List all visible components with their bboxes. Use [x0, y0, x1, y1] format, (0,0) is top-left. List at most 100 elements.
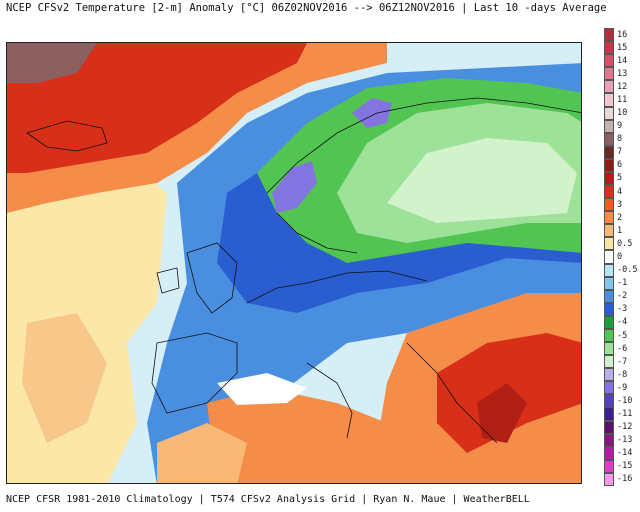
legend-label: 14 — [617, 55, 628, 66]
legend-entry: -3 — [604, 302, 638, 316]
legend-swatch — [604, 93, 614, 107]
legend-label: -13 — [617, 435, 633, 446]
legend-label: 3 — [617, 199, 623, 210]
legend-label: 9 — [617, 121, 623, 132]
legend-label: 11 — [617, 94, 628, 105]
legend-label: -5 — [617, 330, 628, 341]
legend-swatch — [604, 106, 614, 120]
legend-label: 16 — [617, 29, 628, 40]
legend-swatch — [604, 394, 614, 408]
legend-label: 10 — [617, 108, 628, 119]
legend-entry: 2 — [604, 211, 638, 225]
legend-entry: 10 — [604, 106, 638, 120]
legend-entry: -16 — [604, 472, 638, 486]
legend-label: 8 — [617, 134, 623, 145]
legend-label: 1 — [617, 225, 623, 236]
legend-swatch — [604, 54, 614, 68]
legend-label: 15 — [617, 42, 628, 53]
south-france-neutral — [217, 373, 307, 405]
legend-label: 4 — [617, 186, 623, 197]
legend-entry: 3 — [604, 198, 638, 212]
legend-label: -15 — [617, 461, 633, 472]
legend-entry: 8 — [604, 132, 638, 146]
legend-label: 6 — [617, 160, 623, 171]
legend-entry: 14 — [604, 54, 638, 68]
legend-label: -6 — [617, 343, 628, 354]
legend-label: -11 — [617, 409, 633, 420]
coastlines — [26, 97, 581, 444]
legend-entry: 1 — [604, 224, 638, 238]
legend-swatch — [604, 211, 614, 225]
legend-label: -10 — [617, 395, 633, 406]
legend-swatch — [604, 263, 614, 277]
legend-entry: 0 — [604, 250, 638, 264]
legend-entry: 16 — [604, 28, 638, 42]
legend-swatch — [604, 381, 614, 395]
greece-warm-core — [477, 383, 527, 443]
anomaly-map — [6, 42, 582, 484]
legend-label: -2 — [617, 291, 628, 302]
legend-swatch — [604, 250, 614, 264]
legend-label: 0.5 — [617, 238, 633, 249]
legend-entry: -2 — [604, 289, 638, 303]
legend-swatch — [604, 355, 614, 369]
legend-entry: 11 — [604, 93, 638, 107]
legend-swatch — [604, 459, 614, 473]
anomaly-map-svg — [7, 43, 581, 483]
legend-label: -16 — [617, 474, 633, 485]
legend-entry: -13 — [604, 433, 638, 447]
legend-entry: 5 — [604, 171, 638, 186]
legend-swatch — [604, 185, 614, 199]
legend-label: -3 — [617, 304, 628, 315]
legend-label: -8 — [617, 369, 628, 380]
legend-entry: -15 — [604, 459, 638, 473]
legend-label: -1 — [617, 278, 628, 289]
legend-swatch — [604, 472, 614, 486]
legend-swatch — [604, 420, 614, 434]
legend-swatch — [604, 119, 614, 133]
north-warm-core — [7, 43, 307, 173]
legend-swatch — [604, 132, 614, 146]
chart-title: NCEP CFSv2 Temperature [2-m] Anomaly [°C… — [6, 2, 607, 14]
legend-entry: -8 — [604, 368, 638, 382]
legend-label: -7 — [617, 356, 628, 367]
atlantic-warm-core — [22, 313, 107, 443]
legend-entry: -5 — [604, 328, 638, 343]
legend-label: 5 — [617, 173, 623, 184]
legend-swatch — [604, 145, 614, 159]
norway-cold-spot — [272, 161, 317, 213]
legend-entry: -1 — [604, 276, 638, 290]
legend-swatch — [604, 237, 614, 251]
legend-entry: -9 — [604, 381, 638, 395]
legend-entry: -11 — [604, 407, 638, 421]
legend-entry: 7 — [604, 145, 638, 159]
legend-entry: -6 — [604, 342, 638, 356]
legend-swatch — [604, 368, 614, 382]
finland-anomaly — [387, 138, 577, 223]
legend-label: -4 — [617, 317, 628, 328]
legend-entry: 9 — [604, 119, 638, 133]
legend-entry: 12 — [604, 80, 638, 94]
legend-entry: 6 — [604, 158, 638, 172]
legend-swatch — [604, 342, 614, 356]
legend-swatch — [604, 224, 614, 238]
legend-swatch — [604, 315, 614, 329]
legend-entry: -4 — [604, 315, 638, 329]
footer-credits: NCEP CFSR 1981-2010 Climatology | T574 C… — [6, 494, 530, 505]
legend-entry: -12 — [604, 420, 638, 434]
legend-label: 2 — [617, 212, 623, 223]
legend-entry: -10 — [604, 394, 638, 408]
legend-swatch — [604, 328, 614, 343]
iberia-south-warm — [157, 423, 247, 483]
legend-label: 7 — [617, 147, 623, 158]
legend-label: -0.5 — [617, 265, 638, 276]
legend-label: 12 — [617, 81, 628, 92]
legend-swatch — [604, 198, 614, 212]
legend-label: -12 — [617, 422, 633, 433]
legend-swatch — [604, 302, 614, 316]
legend-entry: -0.5 — [604, 263, 638, 277]
legend-entry: -7 — [604, 355, 638, 369]
mediterranean-warm-region — [207, 388, 387, 483]
legend-swatch — [604, 80, 614, 94]
legend-swatch — [604, 276, 614, 290]
